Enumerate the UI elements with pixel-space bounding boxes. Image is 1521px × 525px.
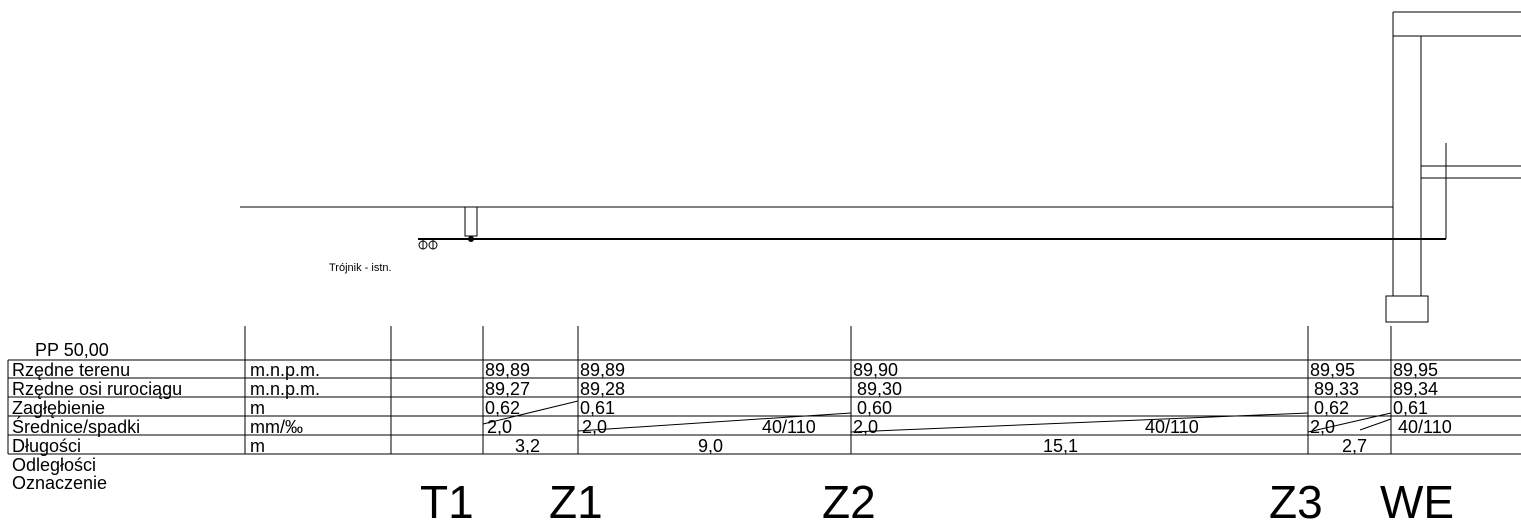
unit-depth: m [250,398,265,418]
depth-value: 0,61 [1393,398,1428,418]
row-label-terrain: Rzędne terenu [12,360,130,380]
terrain-value: 89,95 [1310,360,1355,380]
row-label-depth: Zagłębienie [12,398,105,418]
row-label-pipe-axis: Rzędne osi rurociągu [12,379,182,399]
row-label-diameter-slope: Średnice/spadki [12,416,140,437]
pipe-axis-value: 89,27 [485,379,530,399]
length-value: 2,7 [1342,436,1367,456]
terrain-value: 89,89 [580,360,625,380]
row-label-lengths: Długości [12,436,81,456]
diameter-value: 40/110 [1145,417,1199,437]
slope-value: 2,0 [1310,417,1335,437]
length-value: 3,2 [515,436,540,456]
foundation-block [1385,295,1429,323]
pipe-axis-value: 89,28 [580,379,625,399]
node-designation-z3: Z3 [1269,476,1323,525]
depth-value: 0,62 [485,398,520,418]
tee-symbol [418,239,438,250]
slope-value: 2,0 [582,417,607,437]
node-designation-we: WE [1380,476,1454,525]
diameter-value: 40/110 [1398,417,1452,437]
row-label-distances: Odległości [12,455,96,475]
row-label-designation: Oznaczenie [12,473,107,493]
profile-graphic: Trójnik - istn. [240,11,1521,323]
slope-lines [482,400,1392,433]
unit-terrain: m.n.p.m. [250,360,320,380]
slope-value: 2,0 [853,417,878,437]
pipe-axis-value: 89,34 [1393,379,1438,399]
pipe-axis-value: 89,30 [857,379,902,399]
depth-value: 0,61 [580,398,615,418]
inspection-chamber-z1 [464,206,478,237]
length-value: 9,0 [698,436,723,456]
terrain-value: 89,95 [1393,360,1438,380]
unit-pipe-axis: m.n.p.m. [250,379,320,399]
unit-lengths: m [250,436,265,456]
depth-value: 0,60 [857,398,892,418]
diameter-value: 40/110 [762,417,816,437]
profile-table: PP 50,00 Rzędne terenu Rzędne osi ruroci… [7,326,1521,525]
pipe-node [468,236,474,242]
length-value: 15,1 [1043,436,1078,456]
pipe-axis-value: 89,33 [1314,379,1359,399]
terrain-value: 89,90 [853,360,898,380]
tee-note: Trójnik - istn. [329,262,392,274]
building-outline [1385,11,1521,323]
node-designation-z1: Z1 [549,476,603,525]
node-designation-t1: T1 [420,476,474,525]
terrain-value: 89,89 [485,360,530,380]
depth-value: 0,62 [1314,398,1349,418]
node-designation-z2: Z2 [822,476,876,525]
datum-label: PP 50,00 [35,340,109,360]
unit-diameter-slope: mm/‰ [250,417,303,437]
